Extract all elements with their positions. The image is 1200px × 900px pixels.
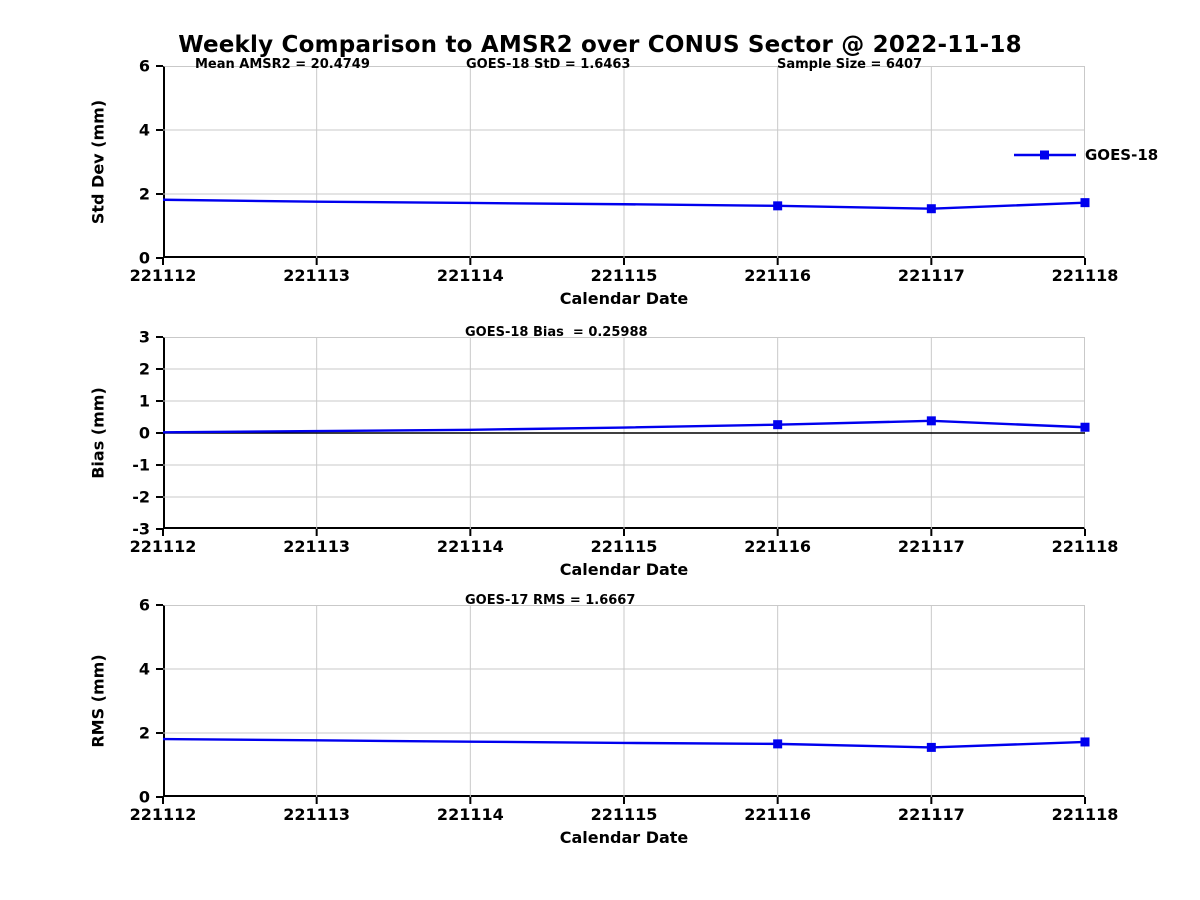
x-tick-label: 221112: [129, 537, 197, 556]
subplot-rms: RMS (mm) GOES-17 RMS = 1.6667 Calendar D…: [0, 593, 1200, 865]
x-axis-label: Calendar Date: [559, 289, 689, 308]
x-tick-label: 221115: [590, 805, 658, 824]
y-tick-label: -3: [132, 519, 150, 539]
x-tick-label: 221116: [744, 537, 812, 556]
x-tick-label: 221113: [283, 266, 351, 285]
y-tick-label: 0: [138, 248, 150, 268]
y-tick-label: 6: [138, 595, 150, 615]
data-marker: [773, 420, 783, 430]
y-tick-label: 4: [138, 659, 150, 679]
x-tick-label: 221118: [1051, 537, 1119, 556]
x-tick-label: 221113: [283, 805, 351, 824]
annotation-goes18-bias: GOES-18 Bias = 0.25988: [465, 325, 648, 340]
line-chart: [156, 65, 1090, 265]
y-tick-label: -1: [132, 455, 150, 475]
data-marker: [926, 204, 936, 214]
y-tick-label: -2: [132, 487, 150, 507]
line-chart: [156, 604, 1090, 804]
y-tick-label: 3: [138, 327, 150, 347]
x-axis-label: Calendar Date: [559, 560, 689, 579]
subplot-bias: Bias (mm) GOES-18 Bias = 0.25988 Calenda…: [0, 325, 1200, 597]
x-tick-label: 221116: [744, 266, 812, 285]
x-tick-label: 221115: [590, 537, 658, 556]
x-tick-label: 221118: [1051, 266, 1119, 285]
x-tick-label: 221114: [436, 266, 504, 285]
x-tick-label: 221117: [897, 266, 965, 285]
line-chart: [156, 336, 1090, 536]
x-tick-label: 221114: [436, 805, 504, 824]
y-axis-label: Bias (mm): [88, 387, 108, 479]
y-tick-label: 6: [138, 56, 150, 76]
y-axis-label: Std Dev (mm): [88, 99, 108, 225]
data-marker: [1080, 198, 1090, 208]
y-tick-label: 2: [138, 723, 150, 743]
x-tick-label: 221114: [436, 537, 504, 556]
data-marker: [773, 739, 783, 749]
data-marker: [926, 416, 936, 426]
x-tick-label: 221113: [283, 537, 351, 556]
legend-line-marker-icon: [1014, 150, 1076, 160]
y-tick-label: 1: [138, 391, 150, 411]
annotation-goes17-rms: GOES-17 RMS = 1.6667: [465, 593, 636, 608]
chart-title: Weekly Comparison to AMSR2 over CONUS Se…: [178, 32, 1022, 58]
x-tick-label: 221112: [129, 805, 197, 824]
data-marker: [1080, 737, 1090, 747]
x-tick-label: 221112: [129, 266, 197, 285]
y-tick-label: 4: [138, 120, 150, 140]
x-axis-label: Calendar Date: [559, 828, 689, 847]
data-marker: [773, 201, 783, 211]
x-tick-label: 221115: [590, 266, 658, 285]
y-tick-label: 2: [138, 184, 150, 204]
annotation-mean-amsr2: Mean AMSR2 = 20.4749: [195, 57, 370, 72]
y-tick-label: 0: [138, 423, 150, 443]
y-tick-label: 2: [138, 359, 150, 379]
data-marker: [1080, 422, 1090, 432]
annotation-goes18-std: GOES-18 StD = 1.6463: [466, 57, 631, 72]
y-tick-label: 0: [138, 787, 150, 807]
data-marker: [926, 742, 936, 752]
x-tick-label: 221116: [744, 805, 812, 824]
y-axis-label: RMS (mm): [88, 654, 108, 748]
legend-label: GOES-18: [1085, 146, 1159, 164]
x-tick-label: 221118: [1051, 805, 1119, 824]
annotation-sample-size: Sample Size = 6407: [777, 57, 923, 72]
legend: GOES-18: [1012, 146, 1158, 164]
x-tick-label: 221117: [897, 537, 965, 556]
subplot-std-dev: Std Dev (mm) Mean AMSR2 = 20.4749 GOES-1…: [0, 57, 1200, 326]
x-tick-label: 221117: [897, 805, 965, 824]
